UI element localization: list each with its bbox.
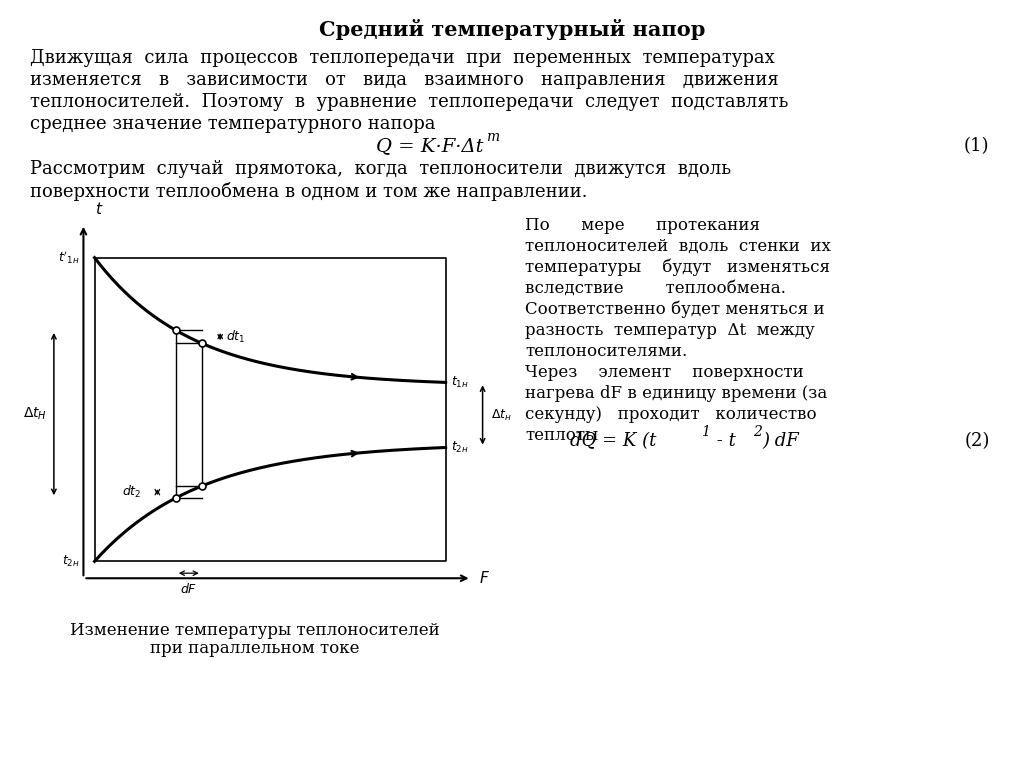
Text: поверхности теплообмена в одном и том же направлении.: поверхности теплообмена в одном и том же…	[30, 182, 588, 201]
Text: $Δt_H$: $Δt_H$	[24, 406, 47, 423]
Text: Q = K·F·Δt: Q = K·F·Δt	[376, 137, 483, 155]
Text: ) dF: ) dF	[762, 432, 799, 450]
Text: 1: 1	[701, 425, 710, 439]
Text: (1): (1)	[964, 137, 989, 155]
Text: Средний температурный напор: Средний температурный напор	[318, 19, 706, 40]
Text: $t'_{1н}$: $t'_{1н}$	[58, 249, 80, 266]
Text: dQ = K (t: dQ = K (t	[570, 432, 656, 450]
Text: 2: 2	[753, 425, 762, 439]
Text: Через    элемент    поверхности: Через элемент поверхности	[525, 364, 804, 381]
Text: среднее значение температурного напора: среднее значение температурного напора	[30, 115, 435, 133]
Text: $dF$: $dF$	[180, 581, 198, 596]
Text: $F$: $F$	[479, 570, 489, 586]
Text: $Δt_н$: $Δt_н$	[490, 407, 512, 423]
Text: теплоты: теплоты	[525, 427, 598, 444]
Text: По      мере      протекания: По мере протекания	[525, 217, 760, 234]
Text: Изменение температуры теплоносителей: Изменение температуры теплоносителей	[70, 622, 440, 639]
Text: теплоносителями.: теплоносителями.	[525, 343, 687, 360]
Text: Движущая  сила  процессов  теплопередачи  при  переменных  температурах: Движущая сила процессов теплопередачи пр…	[30, 49, 775, 67]
Text: $t_{2н}$: $t_{2н}$	[61, 554, 80, 569]
Text: (2): (2)	[965, 432, 990, 450]
Text: - t: - t	[711, 432, 736, 450]
Text: $dt_2$: $dt_2$	[122, 484, 141, 500]
Text: Рассмотрим  случай  прямотока,  когда  теплоносители  движутся  вдоль: Рассмотрим случай прямотока, когда тепло…	[30, 160, 731, 178]
Text: нагрева dF в единицу времени (за: нагрева dF в единицу времени (за	[525, 385, 827, 402]
Text: теплоносителей  вдоль  стенки  их: теплоносителей вдоль стенки их	[525, 238, 830, 255]
Text: $t$: $t$	[94, 201, 103, 217]
Text: $t_{1н}$: $t_{1н}$	[452, 375, 469, 390]
Text: изменяется   в   зависимости   от   вида   взаимного   направления   движения: изменяется в зависимости от вида взаимно…	[30, 71, 778, 89]
Text: вследствие        теплообмена.: вследствие теплообмена.	[525, 280, 785, 297]
Text: $t_{2н}$: $t_{2н}$	[452, 440, 469, 455]
Text: теплоносителей.  Поэтому  в  уравнение  теплопередачи  следует  подставлять: теплоносителей. Поэтому в уравнение тепл…	[30, 93, 788, 111]
Text: при параллельном токе: при параллельном токе	[151, 640, 359, 657]
Text: разность  температур  Δt  между: разность температур Δt между	[525, 322, 815, 339]
Text: секунду)   проходит   количество: секунду) проходит количество	[525, 406, 816, 423]
Text: Соответственно будет меняться и: Соответственно будет меняться и	[525, 301, 824, 318]
Text: температуры    будут   изменяться: температуры будут изменяться	[525, 259, 830, 276]
Text: $dt_1$: $dt_1$	[225, 328, 246, 344]
Text: m: m	[486, 130, 499, 144]
